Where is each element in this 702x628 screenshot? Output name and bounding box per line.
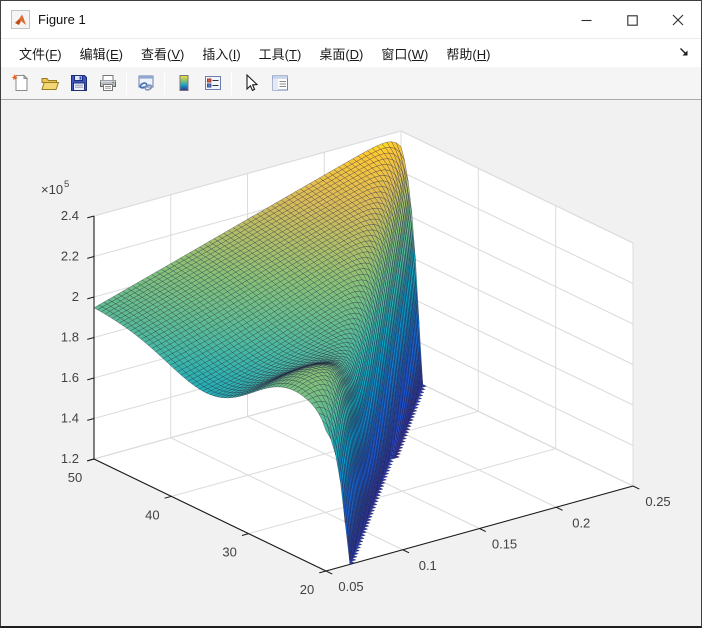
menu-item-label: ) — [296, 46, 302, 62]
menu-item-label: E — [109, 46, 119, 62]
new-figure-button[interactable] — [7, 70, 34, 96]
menu-item-label: D — [349, 46, 360, 62]
matlab-logo-icon — [15, 14, 26, 25]
menu-item-label: ) — [486, 46, 491, 62]
open-folder-icon — [40, 78, 59, 90]
save-floppy-icon — [70, 75, 87, 91]
menu-item-label: 查看( — [141, 46, 172, 62]
edit-plot-button[interactable] — [237, 70, 264, 96]
menu-item-label: ) — [57, 46, 62, 62]
menu-bar: 文件(F) 编辑(E) 查看(V) 插入(I) 工具(T) 桌面(D) 窗口(W) 帮助(H) — [1, 39, 701, 67]
menu-item-desktop[interactable]: 桌面(D) — [310, 40, 372, 67]
maximize-icon — [626, 14, 638, 26]
dock-figure-button[interactable] — [675, 43, 693, 61]
menu-item-label: 窗口( — [381, 46, 412, 62]
menu-item-tools[interactable]: 工具(T) — [250, 40, 311, 67]
matlab-figure-icon — [11, 10, 30, 29]
menu-item-label: ) — [118, 46, 123, 62]
menu-item-label: ) — [359, 46, 364, 62]
minimize-button[interactable] — [563, 1, 609, 39]
menu-item-view[interactable]: 查看(V) — [132, 40, 193, 67]
menu-item-label: 桌面( — [319, 46, 350, 62]
menu-item-label: 编辑( — [79, 46, 110, 62]
new-document-icon — [11, 74, 28, 91]
menu-item-window[interactable]: 窗口(W) — [372, 40, 437, 67]
menu-item-label: H — [476, 46, 487, 62]
dock-arrow-icon — [680, 48, 688, 56]
menu-item-help[interactable]: 帮助(H) — [437, 40, 499, 67]
link-plot-icon — [138, 75, 153, 91]
colorbar-icon — [179, 75, 188, 91]
open-file-button[interactable] — [36, 70, 63, 96]
toolbar-separator — [126, 71, 127, 95]
menu-item-file[interactable]: 文件(F) — [10, 40, 71, 67]
insert-colorbar-button[interactable] — [170, 70, 197, 96]
menu-item-label: ) — [236, 46, 241, 62]
printer-icon — [99, 75, 116, 91]
menu-item-label: W — [411, 46, 425, 62]
menu-item-label: F — [49, 46, 58, 62]
menu-item-insert[interactable]: 插入(I) — [193, 40, 249, 67]
maximize-button[interactable] — [609, 1, 655, 39]
menu-item-label: I — [232, 46, 237, 62]
surface-plot-canvas[interactable] — [1, 101, 701, 626]
window-title: Figure 1 — [38, 12, 86, 27]
toolbar-separator — [164, 71, 165, 95]
save-figure-button[interactable] — [65, 70, 92, 96]
link-plot-button[interactable] — [132, 70, 159, 96]
menu-item-label: 帮助( — [446, 46, 477, 62]
menu-item-label: 工具( — [258, 46, 290, 62]
menu-item-label: T — [289, 46, 297, 62]
property-inspector-button[interactable] — [266, 70, 293, 96]
menu-item-label: 文件( — [19, 46, 50, 62]
window-controls — [563, 1, 701, 39]
print-figure-button[interactable] — [94, 70, 121, 96]
menu-item-edit[interactable]: 编辑(E) — [71, 40, 132, 67]
menu-item-label: ) — [424, 46, 429, 62]
close-icon — [672, 14, 684, 26]
menu-item-label: ) — [180, 46, 185, 62]
titlebar: Figure 1 — [1, 1, 701, 39]
insert-legend-button[interactable] — [199, 70, 226, 96]
menu-item-label: V — [171, 46, 181, 62]
property-inspector-icon — [271, 75, 288, 91]
cursor-arrow-icon — [245, 73, 258, 92]
close-button[interactable] — [655, 1, 701, 39]
minimize-icon — [581, 19, 591, 21]
menu-item-label: 插入( — [202, 46, 233, 62]
figure-toolbar — [1, 67, 701, 100]
toolbar-separator — [231, 71, 232, 95]
legend-icon — [204, 76, 221, 90]
plot-area — [1, 101, 701, 626]
